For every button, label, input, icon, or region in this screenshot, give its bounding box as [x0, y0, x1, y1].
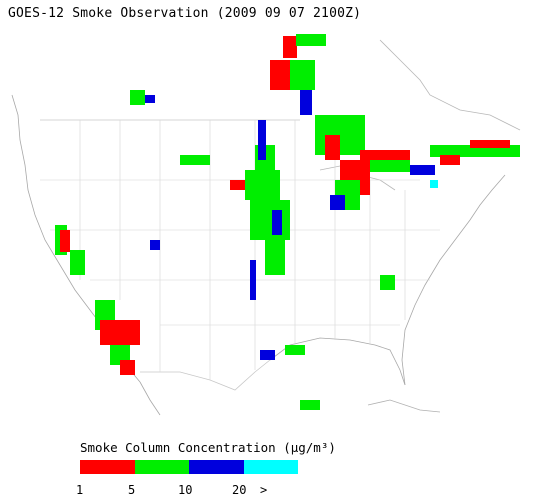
legend-swatch-5-10 — [134, 460, 189, 474]
legend-tick: > — [260, 483, 268, 497]
smoke-patch — [410, 165, 435, 175]
smoke-patch — [245, 170, 280, 200]
legend-title: Smoke Column Concentration (μg/m³) — [80, 440, 336, 455]
smoke-patch — [272, 210, 282, 235]
smoke-patch — [290, 60, 315, 90]
legend-colorbar — [80, 460, 298, 474]
smoke-patch — [440, 155, 460, 165]
smoke-patches — [55, 34, 520, 410]
smoke-patch — [283, 36, 297, 58]
atlantic-coastline — [401, 174, 506, 386]
smoke-patch — [300, 400, 320, 410]
smoke-patch — [130, 90, 145, 105]
smoke-patch — [230, 180, 245, 190]
baja-coast — [139, 381, 161, 416]
map-canvas — [11, 34, 521, 416]
smoke-patch — [100, 320, 140, 345]
smoke-patch — [70, 250, 85, 275]
smoke-patch — [370, 160, 410, 172]
smoke-patch — [270, 60, 290, 90]
smoke-patch — [325, 135, 340, 160]
legend-tick: 5 — [128, 483, 136, 497]
smoke-patch — [330, 195, 345, 210]
smoke-patch — [285, 345, 305, 355]
smoke-patch — [260, 350, 275, 360]
hudson-bay-outline — [379, 39, 521, 131]
cuba-outline — [367, 399, 441, 413]
smoke-patch — [250, 260, 256, 300]
legend-swatch-20-plus — [243, 460, 298, 474]
legend-swatch-10-20 — [189, 460, 244, 474]
smoke-patch — [296, 34, 326, 46]
legend-tick: 10 — [178, 483, 193, 497]
map-title: GOES-12 Smoke Observation (2009 09 07 21… — [8, 6, 362, 21]
smoke-patch — [60, 230, 70, 252]
smoke-patch — [300, 90, 312, 115]
smoke-patch — [120, 360, 135, 375]
smoke-patch — [180, 155, 210, 165]
legend-tick: 20 — [232, 483, 247, 497]
smoke-patch — [150, 240, 160, 250]
smoke-patch — [265, 235, 285, 275]
smoke-patch — [250, 200, 290, 240]
legend-swatch-1-5 — [80, 460, 135, 474]
smoke-patch — [430, 180, 438, 188]
smoke-patch — [258, 120, 266, 160]
legend-tick: 1 — [76, 483, 84, 497]
smoke-patch — [145, 95, 155, 103]
smoke-patch — [470, 140, 510, 148]
smoke-patch — [380, 275, 395, 290]
us-mexico-border — [140, 359, 271, 391]
